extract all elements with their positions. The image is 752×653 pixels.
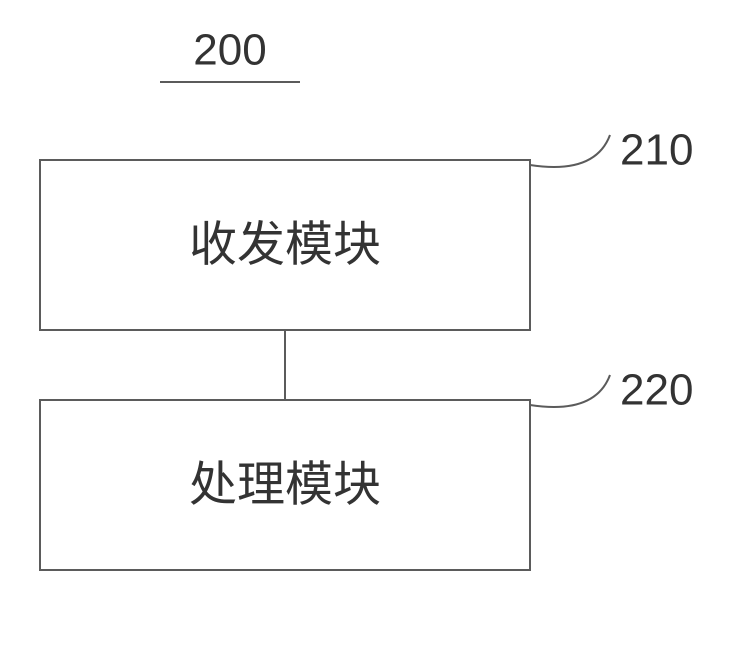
box-210-label: 收发模块 bbox=[189, 219, 381, 272]
box-220-ref: 220 bbox=[620, 366, 693, 415]
box-220-label: 处理模块 bbox=[189, 459, 381, 512]
block-diagram: 200 收发模块 210 处理模块 220 bbox=[0, 0, 752, 653]
diagram-title: 200 bbox=[193, 26, 266, 75]
box-210-ref: 210 bbox=[620, 126, 693, 175]
